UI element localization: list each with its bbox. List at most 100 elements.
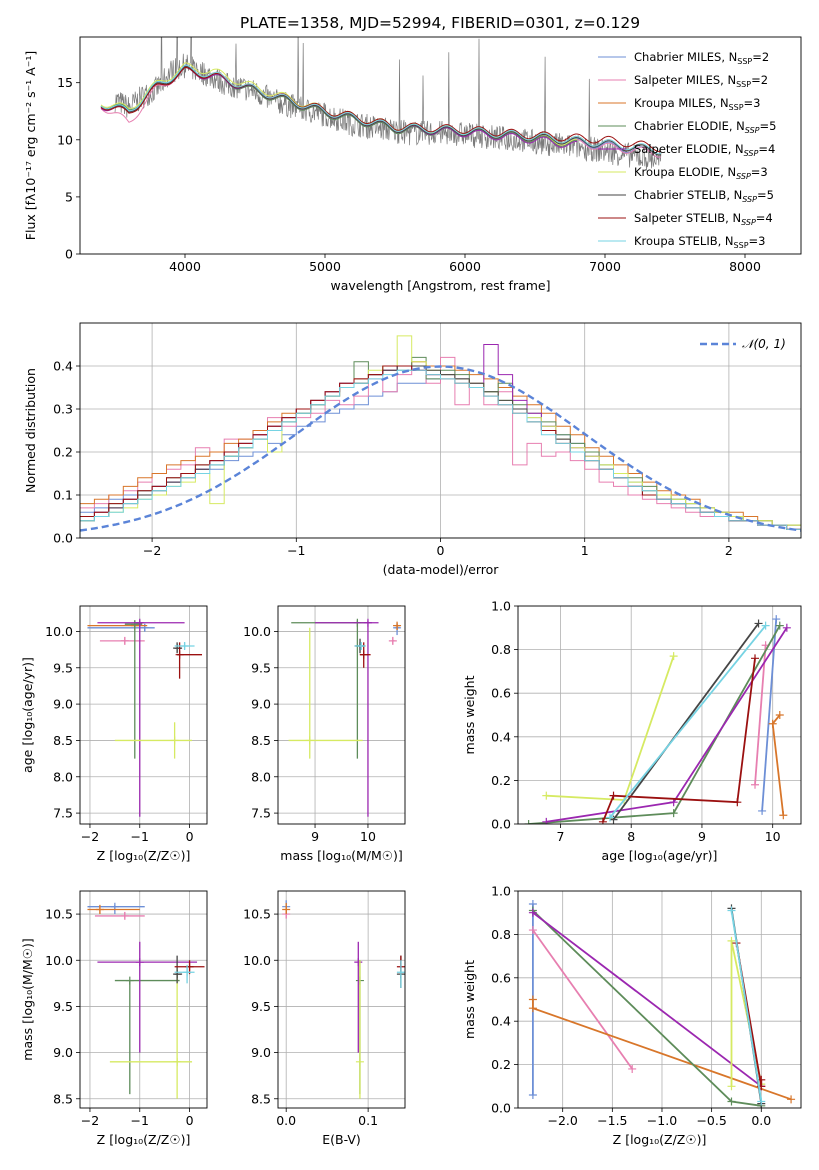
x-tick-label: 7	[556, 829, 564, 844]
data-point	[751, 654, 760, 663]
histogram-step	[80, 369, 801, 538]
x-axis-label: Z [log₁₀(Z/Z☉)]	[97, 1132, 191, 1147]
y-tick-label: 9.0	[251, 697, 271, 712]
y-tick-label: 9.5	[53, 660, 73, 675]
legend-label: Chabrier MILES, NSSP=2	[634, 50, 769, 66]
y-axis-label: Normed distribution	[23, 368, 38, 493]
data-point	[787, 1095, 796, 1104]
x-tick-label: 0	[437, 543, 445, 558]
data-point	[357, 641, 366, 650]
data-point	[359, 650, 368, 659]
series-line	[730, 910, 763, 1102]
y-tick-label: 0.6	[491, 970, 511, 985]
x-tick-label: 10	[765, 829, 781, 844]
y-tick-label: 0.8	[491, 642, 511, 657]
x-tick-label: 0.1	[358, 1113, 378, 1128]
plot-area	[80, 606, 207, 824]
y-tick-label: 10.0	[45, 953, 73, 968]
axes-frame	[277, 890, 406, 1109]
data-point	[782, 623, 791, 632]
x-tick-label: 4000	[169, 259, 201, 274]
x-axis-label: wavelength [Angstrom, rest frame]	[330, 278, 550, 293]
data-line	[114, 37, 662, 171]
data-point	[727, 936, 736, 945]
series-line	[754, 645, 767, 785]
y-tick-label: 10.0	[243, 624, 271, 639]
y-axis-label: mass weight	[462, 960, 477, 1039]
y-axis-label: Flux [fλ10⁻¹⁷ erg cm⁻² s⁻¹ A⁻¹]	[23, 51, 38, 240]
y-tick-label: 0.0	[491, 817, 511, 832]
panel-mass_vs_Z: −2 −1 0 8.5 9.0 9.5 10.0 10.5 Z [log₁₀(Z/Z☉)] mas…	[20, 890, 208, 1147]
data-point	[528, 1090, 537, 1099]
series-line	[100, 66, 662, 158]
series-line	[100, 64, 662, 155]
data-point	[173, 1057, 182, 1066]
y-tick-label: 10.5	[243, 907, 271, 922]
plot-area	[278, 891, 405, 1108]
y-tick-label: 8.0	[53, 769, 73, 784]
x-tick-label: −2	[81, 829, 99, 844]
x-tick-label: −2.0	[548, 1113, 578, 1128]
data-point	[609, 791, 618, 800]
y-tick-label: 10	[57, 132, 73, 147]
x-axis-label: mass [log₁₀(M/M☉)]	[280, 848, 402, 863]
legend-label: Kroupa STELIB, NSSP=3	[634, 234, 765, 250]
series-line	[532, 929, 633, 1070]
x-tick-label: 5000	[309, 259, 341, 274]
panel-age_vs_mass: 9 10 7.5 8.0 8.5 9.0 9.5 10.0 mass [log₁₀(M/M☉)]	[243, 605, 406, 863]
data-point	[628, 1064, 637, 1073]
x-tick-label: 2	[725, 543, 733, 558]
data-point	[754, 619, 763, 628]
panel-mass_weight_vs_age: 7 8 9 10 0.0 0.2 0.4 0.6 0.8 1.0 age [log₁₀(age/yr…	[462, 599, 802, 863]
y-tick-label: 8.5	[251, 1091, 271, 1106]
y-tick-label: 0.4	[491, 729, 511, 744]
y-tick-label: 7.5	[53, 806, 73, 821]
data-point	[542, 791, 551, 800]
y-tick-label: 10.0	[45, 624, 73, 639]
data-point	[363, 618, 372, 627]
axes-frame	[79, 36, 802, 255]
y-tick-label: 9.5	[251, 660, 271, 675]
data-point	[183, 968, 192, 977]
data-point	[388, 636, 397, 645]
y-tick-label: 9.5	[53, 999, 73, 1014]
y-tick-label: 8.5	[53, 1091, 73, 1106]
data-point	[727, 906, 736, 915]
x-tick-label: −0.5	[696, 1113, 726, 1128]
legend-label: Salpeter STELIB, NSSP=4	[634, 211, 773, 227]
plot-area	[518, 891, 801, 1108]
axes-frame	[517, 605, 802, 825]
plot-area	[80, 891, 207, 1108]
x-axis-label: E(B-V)	[322, 1132, 361, 1147]
data-point	[180, 641, 189, 650]
panel-spectrum: 4000 5000 6000 7000 8000 0 5 10 15 wavelength [An…	[23, 36, 802, 293]
data-point	[727, 1082, 736, 1091]
y-tick-label: 10.0	[243, 953, 271, 968]
legend-label: Kroupa ELODIE, NSSP=3	[634, 165, 768, 181]
series-line	[771, 714, 785, 816]
data-point	[396, 968, 405, 977]
data-point	[173, 970, 182, 979]
x-tick-label: −1.5	[597, 1113, 627, 1128]
legend-label: 𝒩(0, 1)	[742, 337, 786, 351]
axes-frame	[517, 890, 802, 1109]
y-tick-label: 0.2	[53, 445, 73, 460]
y-tick-label: 0	[65, 247, 73, 262]
x-tick-label: 0.0	[751, 1113, 771, 1128]
data-point	[757, 1097, 766, 1106]
axes-frame	[277, 605, 406, 825]
series-line	[602, 658, 756, 823]
plot-area	[80, 323, 801, 538]
data-point	[528, 1004, 537, 1013]
legend-label: Chabrier STELIB, NSSP=5	[634, 188, 774, 204]
data-point	[282, 905, 291, 914]
legend-label: Salpeter MILES, NSSP=2	[634, 73, 768, 89]
legend-label: Chabrier ELODIE, NSSP=5	[634, 119, 776, 135]
x-tick-label: 8	[627, 829, 635, 844]
axes-frame	[79, 890, 208, 1109]
x-tick-label: −1	[131, 1113, 149, 1128]
data-point	[355, 1057, 364, 1066]
panel-mass_weight_vs_Z: −2.0 −1.5 −1.0 −0.5 0.0 0.0 0.2 0.4 0.6 0.8 1.0 Z […	[462, 884, 802, 1147]
x-tick-label: −1	[131, 829, 149, 844]
